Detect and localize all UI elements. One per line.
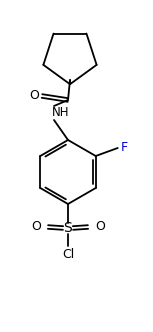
Text: O: O bbox=[95, 219, 105, 232]
Text: Cl: Cl bbox=[62, 248, 74, 262]
Text: F: F bbox=[121, 140, 128, 153]
Text: NH: NH bbox=[52, 106, 70, 119]
Text: S: S bbox=[64, 221, 72, 235]
Text: O: O bbox=[31, 219, 41, 232]
Text: O: O bbox=[29, 89, 39, 102]
